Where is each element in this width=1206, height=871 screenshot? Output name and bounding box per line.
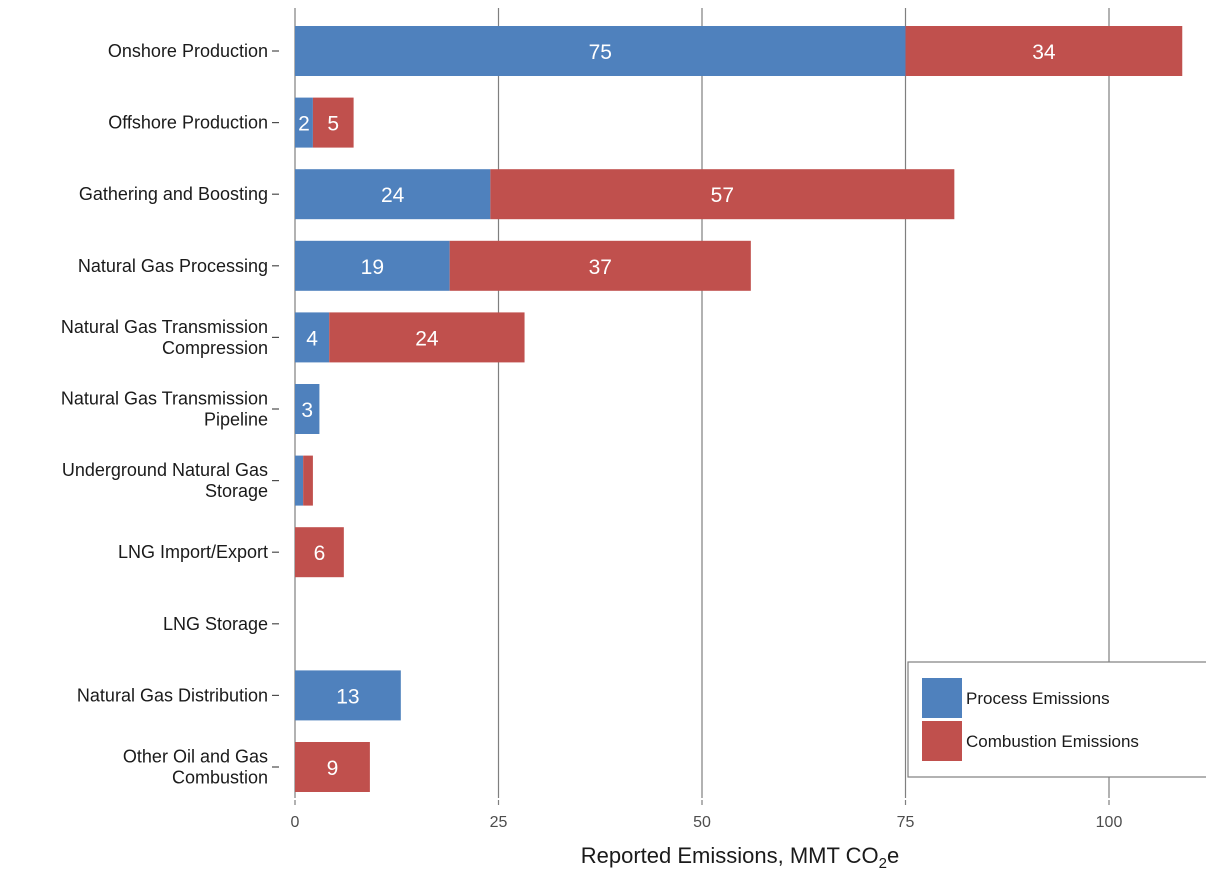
x-axis-title-subscript: 2 <box>879 855 887 871</box>
x-axis-title: Reported Emissions, MMT CO2e <box>581 843 900 871</box>
bar-process-4 <box>295 312 330 363</box>
y-category-label-line: LNG Import/Export <box>118 542 268 562</box>
legend: Process Emissions Combustion Emissions <box>907 661 1206 778</box>
bar-label-combustion-7: 6 <box>314 542 326 565</box>
y-category-label-1: Offshore Production <box>108 113 268 133</box>
y-category-label-line: Storage <box>205 481 268 501</box>
bar-label-combustion-1: 5 <box>327 113 339 136</box>
y-category-label-0: Onshore Production <box>108 41 268 61</box>
bar-combustion-1 <box>312 97 354 148</box>
x-tick-label-0: 0 <box>291 814 300 831</box>
bar-label-combustion-10: 9 <box>327 757 339 780</box>
y-category-label-line: Natural Gas Distribution <box>77 685 268 705</box>
bar-combustion-6 <box>303 455 313 506</box>
x-tick-label-25: 25 <box>490 814 508 831</box>
bar-process-9 <box>295 670 401 721</box>
bar-process-0 <box>295 26 906 76</box>
bar-label-process-2: 24 <box>381 184 405 207</box>
y-category-label-10: Other Oil and Gas Combustion <box>123 747 268 788</box>
y-category-label-line: Underground Natural Gas <box>62 460 268 480</box>
label-layer: 75 34 2 5 24 57 19 37 4 24 3 6 13 9 <box>298 41 1056 780</box>
y-category-label-2: Gathering and Boosting <box>79 184 268 204</box>
bar-process-3 <box>295 240 450 291</box>
bar-label-process-1: 2 <box>298 113 310 136</box>
y-category-label-3: Natural Gas Processing <box>78 256 268 276</box>
bar-label-process-4: 4 <box>306 327 318 350</box>
y-category-label-5: Natural Gas Transmission Pipeline <box>61 389 268 430</box>
legend-swatch-combustion <box>922 721 962 761</box>
bar-combustion-0 <box>905 26 1183 76</box>
bar-label-combustion-3: 37 <box>589 256 612 279</box>
bar-label-process-3: 19 <box>361 256 384 279</box>
x-tick-label-50: 50 <box>693 814 711 831</box>
y-category-label-line: Natural Gas Transmission <box>61 389 268 409</box>
y-category-label-line: Gathering and Boosting <box>79 184 268 204</box>
bar-process-1 <box>295 97 313 148</box>
bar-label-process-5: 3 <box>301 399 313 422</box>
y-category-label-line: LNG Storage <box>163 614 268 634</box>
legend-swatch-process <box>922 678 962 718</box>
legend-label-process: Process Emissions <box>966 689 1110 708</box>
bar-combustion-7 <box>295 527 344 578</box>
y-category-label-line: Offshore Production <box>108 113 268 133</box>
x-tick-label-100: 100 <box>1096 814 1123 831</box>
bar-process-2 <box>295 169 491 220</box>
grid-layer <box>294 8 1110 798</box>
y-category-label-line: Natural Gas Processing <box>78 256 268 276</box>
y-category-label-4: Natural Gas Transmission Compression <box>61 317 268 358</box>
y-category-label-8: LNG Storage <box>163 614 268 634</box>
y-category-label-line: Combustion <box>172 768 268 788</box>
bar-process-6 <box>295 455 304 506</box>
y-category-label-9: Natural Gas Distribution <box>77 685 268 705</box>
bar-label-combustion-4: 24 <box>415 327 439 350</box>
y-category-label-6: Underground Natural Gas Storage <box>62 460 268 501</box>
bar-label-combustion-2: 57 <box>711 184 734 207</box>
bar-layer <box>295 26 1183 792</box>
x-axis-title-main: Reported Emissions, MMT CO <box>581 843 879 868</box>
legend-label-combustion: Combustion Emissions <box>966 732 1139 751</box>
y-category-label-line: Other Oil and Gas <box>123 747 268 767</box>
axis-layer: 0 25 50 75 100 Onshore Production Offshore Pro… <box>61 41 1123 831</box>
bar-label-process-0: 75 <box>589 41 612 64</box>
x-tick-label-75: 75 <box>897 814 915 831</box>
bar-combustion-2 <box>490 169 955 220</box>
bar-combustion-4 <box>329 312 525 363</box>
bar-label-process-9: 13 <box>336 685 359 708</box>
bar-label-combustion-0: 34 <box>1032 41 1056 64</box>
y-category-label-line: Onshore Production <box>108 41 268 61</box>
bar-process-5 <box>295 384 320 434</box>
y-category-label-line: Compression <box>162 338 268 358</box>
bar-combustion-3 <box>449 240 751 291</box>
y-category-label-line: Natural Gas Transmission <box>61 317 268 337</box>
y-category-label-7: LNG Import/Export <box>118 542 268 562</box>
bar-combustion-10 <box>295 742 370 792</box>
x-axis-title-suffix: e <box>887 843 899 868</box>
y-category-label-line: Pipeline <box>204 410 268 430</box>
